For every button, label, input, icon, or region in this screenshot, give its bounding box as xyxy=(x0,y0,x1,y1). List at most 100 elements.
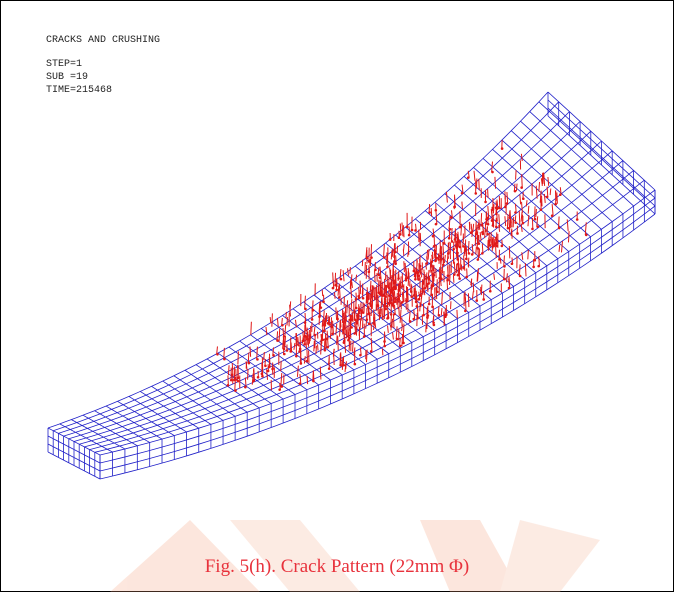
crack xyxy=(405,263,406,271)
crack xyxy=(404,225,405,237)
crack xyxy=(403,249,404,255)
crush xyxy=(516,232,519,235)
crack xyxy=(272,313,273,326)
crack xyxy=(547,187,548,197)
crush xyxy=(343,340,346,343)
crush xyxy=(436,291,439,294)
crush xyxy=(428,303,431,306)
crush xyxy=(312,380,315,383)
crack xyxy=(469,222,470,229)
crack xyxy=(346,361,347,369)
crush xyxy=(520,186,523,189)
crack xyxy=(441,260,442,267)
crush xyxy=(393,260,396,263)
crush xyxy=(503,278,506,281)
crush xyxy=(452,248,455,251)
crack xyxy=(313,371,314,381)
crush xyxy=(378,291,381,294)
crush xyxy=(416,305,419,308)
crack xyxy=(539,182,540,192)
crush xyxy=(406,300,409,303)
crack xyxy=(378,280,379,293)
figure-page: CRACKS AND CRUSHING STEP=1 SUB =19 TIME=… xyxy=(0,0,674,592)
crack xyxy=(331,321,332,332)
crack xyxy=(550,189,551,196)
crush xyxy=(261,372,264,375)
crack xyxy=(269,354,270,368)
crush xyxy=(434,209,437,212)
crack xyxy=(318,344,319,350)
crush xyxy=(498,207,501,210)
crush xyxy=(412,318,415,321)
crack xyxy=(335,273,336,285)
crush xyxy=(362,297,365,300)
crush xyxy=(253,379,256,382)
crush xyxy=(368,271,371,274)
crack xyxy=(272,365,273,375)
crush xyxy=(370,256,373,259)
crack xyxy=(559,216,560,228)
step-label: STEP=1 xyxy=(46,59,82,70)
crack xyxy=(436,269,437,278)
crack xyxy=(395,305,396,314)
crush xyxy=(408,234,411,237)
crush xyxy=(450,216,453,219)
crush xyxy=(536,225,539,228)
crush xyxy=(410,290,413,293)
crush xyxy=(414,278,417,281)
crush xyxy=(216,353,219,356)
crush xyxy=(356,322,359,325)
crush xyxy=(411,229,414,232)
crush xyxy=(481,252,484,255)
crack xyxy=(307,332,308,345)
crush xyxy=(332,287,335,290)
crack xyxy=(465,297,466,311)
crush xyxy=(331,333,334,336)
crush xyxy=(458,246,461,249)
crush xyxy=(244,386,247,389)
crush xyxy=(554,203,557,206)
crush xyxy=(446,279,449,282)
crack xyxy=(481,213,482,225)
crush xyxy=(475,299,478,302)
crush xyxy=(354,363,357,366)
crack xyxy=(322,290,323,296)
crack xyxy=(371,289,372,299)
crush xyxy=(417,278,420,281)
crack xyxy=(394,291,395,302)
crush xyxy=(393,301,396,304)
crush xyxy=(498,258,501,261)
crack xyxy=(516,184,517,191)
crack xyxy=(360,281,361,294)
crush xyxy=(223,358,226,361)
crack xyxy=(568,231,569,242)
crush xyxy=(487,223,490,226)
crush xyxy=(295,355,298,358)
crack xyxy=(462,202,463,210)
crack xyxy=(366,350,367,362)
crush xyxy=(438,314,441,317)
crush xyxy=(428,278,431,281)
crush xyxy=(354,318,357,321)
crack xyxy=(313,300,314,310)
crush xyxy=(458,277,461,280)
crush xyxy=(471,253,474,256)
crush xyxy=(435,223,438,226)
crush xyxy=(256,358,259,361)
crush xyxy=(546,196,549,199)
crush xyxy=(280,385,283,388)
crush xyxy=(537,265,540,268)
crush xyxy=(474,192,477,195)
crush xyxy=(299,382,302,385)
crush xyxy=(506,202,509,205)
crack xyxy=(406,268,407,279)
crush xyxy=(227,384,230,387)
crush xyxy=(389,238,392,241)
crush xyxy=(234,389,237,392)
crush xyxy=(370,350,373,353)
crack xyxy=(353,341,354,352)
crack xyxy=(232,363,233,375)
crack xyxy=(308,334,309,346)
crack xyxy=(250,346,251,356)
crush xyxy=(401,285,404,288)
